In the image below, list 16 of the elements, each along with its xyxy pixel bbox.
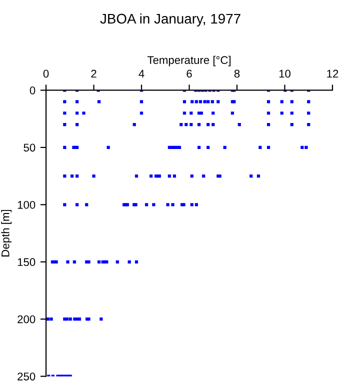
y-tick-label: 0 — [30, 86, 36, 94]
x-tick-label: 10 — [279, 70, 290, 78]
y-tick-label: 200 — [18, 315, 36, 324]
x-tick-label: 2 — [91, 70, 96, 78]
chart-title: JBOA in January, 1977 — [100, 13, 240, 26]
x-tick-label: 6 — [186, 70, 192, 78]
y-tick-label: 50 — [24, 144, 36, 152]
y-tick-label: 100 — [18, 200, 36, 209]
y-tick-label: 250 — [18, 372, 36, 380]
x-tick-label: 8 — [234, 70, 240, 78]
x-tick-label: 12 — [327, 70, 338, 78]
x-axis-title: Temperature [°C] — [147, 56, 231, 66]
x-tick-label: 4 — [138, 70, 144, 78]
y-axis-title: Depth [m] — [1, 210, 12, 256]
x-tick-label: 0 — [43, 70, 49, 78]
y-tick-label: 150 — [18, 258, 36, 266]
